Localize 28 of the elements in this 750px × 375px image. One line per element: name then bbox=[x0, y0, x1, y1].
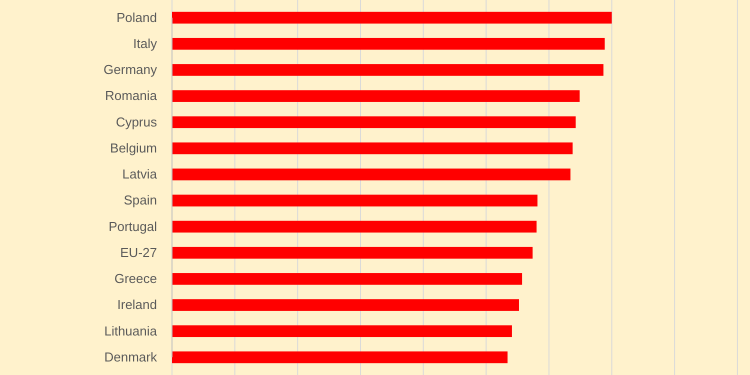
bar bbox=[172, 116, 576, 128]
y-tick-label: Spain bbox=[124, 192, 157, 208]
bar bbox=[172, 194, 538, 206]
y-tick-label: Poland bbox=[116, 10, 157, 25]
y-tick-label: Denmark bbox=[104, 349, 158, 364]
bar bbox=[172, 299, 519, 311]
y-tick-label: Italy bbox=[133, 36, 158, 51]
bar bbox=[172, 12, 612, 24]
y-tick-label: Greece bbox=[114, 271, 157, 286]
bar bbox=[172, 142, 573, 154]
y-tick-label: Romania bbox=[104, 88, 158, 104]
bar bbox=[172, 246, 533, 259]
bar bbox=[172, 325, 512, 338]
y-tick-label: EU-27 bbox=[120, 244, 157, 260]
y-tick-label: Latvia bbox=[122, 166, 158, 182]
y-tick-label: Cyprus bbox=[116, 114, 158, 130]
bar bbox=[172, 168, 570, 180]
y-tick-label: Germany bbox=[104, 62, 158, 78]
y-tick-label: Portugal bbox=[108, 218, 158, 234]
bar bbox=[172, 351, 508, 364]
y-tick-label: Ireland bbox=[117, 297, 157, 312]
bar bbox=[172, 220, 537, 233]
bar bbox=[172, 273, 522, 285]
bar bbox=[172, 90, 580, 102]
y-tick-label: Belgium bbox=[110, 140, 157, 156]
bar bbox=[172, 38, 605, 50]
y-tick-label: Lithuania bbox=[104, 323, 158, 338]
bar bbox=[172, 64, 604, 76]
